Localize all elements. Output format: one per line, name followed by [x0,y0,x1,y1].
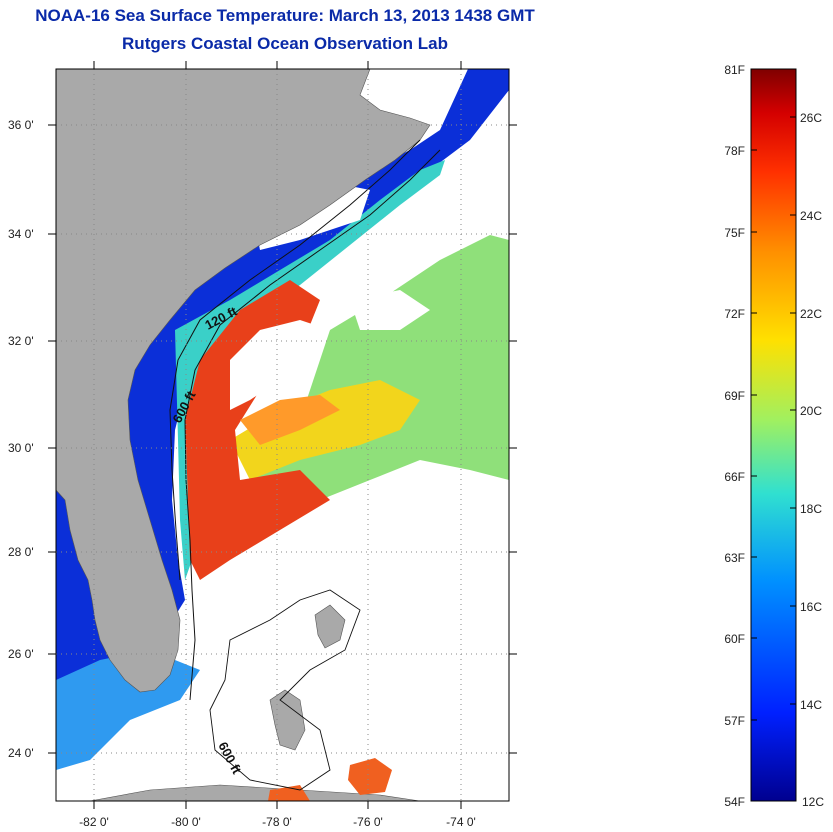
bahamas-warm-patch [348,758,392,795]
colorbar [750,68,797,802]
cloud-gap-3 [350,290,430,330]
lat-label: 36 0' [8,118,34,132]
colorbar-f-label: 72F [724,307,745,321]
lat-label: 26 0' [8,647,34,661]
colorbar-f-label: 57F [724,714,745,728]
lat-label: 32 0' [8,334,34,348]
colorbar-c-label: 12C [802,795,824,809]
colorbar-f-label: 75F [724,226,745,240]
contour-bahamas [209,589,361,791]
colorbar-f-label: 66F [724,470,745,484]
lat-label: 28 0' [8,545,34,559]
colorbar-f-label: 60F [724,632,745,646]
colorbar-f-label: 69F [724,389,745,403]
land-mainland [56,69,431,693]
colorbar-c-label: 20C [800,404,822,418]
map-title: NOAA-16 Sea Surface Temperature: March 1… [35,6,535,25]
lon-label: -80 0' [171,815,201,829]
lon-label: -74 0' [446,815,476,829]
colorbar-f-label: 54F [724,795,745,809]
graticule [56,69,509,801]
lon-label: -78 0' [262,815,292,829]
colorbar-ticks [751,68,796,802]
colorbar-c-label: 16C [800,600,822,614]
colorbar-f-label: 78F [724,144,745,158]
map-border [55,68,510,802]
colorbar-c-label: 24C [800,209,822,223]
colorbar-c-label: 26C [800,111,822,125]
map-subtitle: Rutgers Coastal Ocean Observation Lab [122,34,448,53]
colorbar-f-label: 63F [724,551,745,565]
gulf-stream-orange-fringe [240,395,340,445]
lon-label: -76 0' [353,815,383,829]
lat-label: 34 0' [8,227,34,241]
colorbar-f-label: 81F [724,63,745,77]
colorbar-c-label: 22C [800,307,822,321]
lat-label: 24 0' [8,746,34,760]
lon-label: -82 0' [79,815,109,829]
colorbar-c-label: 18C [800,502,822,516]
contour-600ft [184,149,441,701]
map-ticks [48,61,517,809]
lat-label: 30 0' [8,441,34,455]
contour-120ft [169,139,421,581]
colorbar-c-label: 14C [800,698,822,712]
land-bahamas-1 [269,689,306,751]
land-bahamas-2 [314,604,346,649]
bahamas-warm-patch-2 [268,785,310,801]
nearshore-cold-water [56,69,509,730]
cloud-gap-1 [230,320,330,410]
